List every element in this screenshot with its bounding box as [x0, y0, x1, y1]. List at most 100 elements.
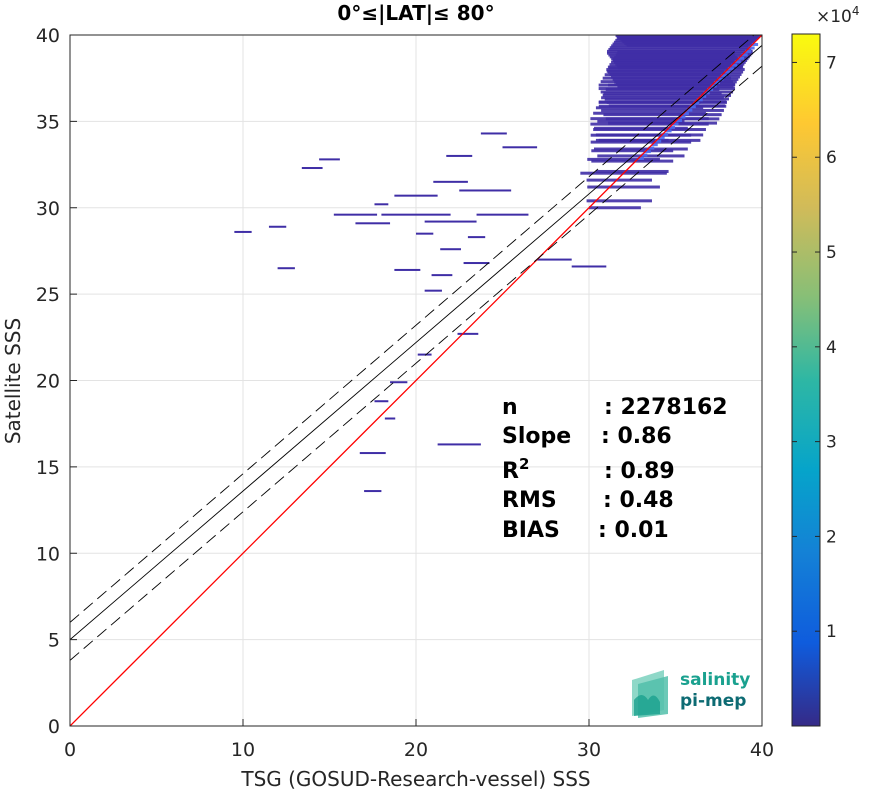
axis-ticks: 0 10 20 30 40 0 5 10 15 20 25 30 35 40: [36, 25, 774, 761]
density-band: [601, 108, 724, 112]
density-band: [618, 31, 759, 34]
y-tick-label: 25: [36, 284, 60, 306]
density-band: [617, 50, 734, 54]
density-band: [597, 119, 685, 123]
density-band: [598, 100, 701, 104]
y-tick-label: 15: [36, 457, 60, 479]
data-cell: [480, 132, 507, 135]
data-cell: [502, 146, 538, 149]
data-cell: [440, 248, 461, 251]
density-band: [595, 138, 669, 142]
density-core: [679, 115, 686, 119]
density-core: [717, 77, 724, 81]
logo-line1: salinity: [680, 670, 750, 690]
data-cell: [463, 262, 490, 265]
density-band: [617, 32, 760, 35]
salinity-pi-mep-logo: salinity pi-mep: [632, 670, 750, 718]
density-band: [595, 106, 704, 110]
logo-line2: pi-mep: [680, 691, 746, 711]
stats-box: n: 2278162 Slope: 0.86 R2: 0.89 RMS: 0.48 BI…: [502, 395, 728, 543]
data-cell: [537, 258, 572, 261]
density-band: [612, 58, 739, 62]
density-band: [614, 55, 737, 59]
density-band: [615, 53, 736, 57]
density-band: [590, 140, 692, 144]
colorbar-ticks: 1 2 3 4 5 6 7: [792, 53, 837, 642]
density-band: [591, 149, 674, 153]
density-core: [644, 150, 651, 154]
y-tick-label: 10: [36, 543, 60, 565]
density-core: [720, 74, 727, 78]
density-band: [600, 80, 734, 84]
x-tick-label: 0: [64, 739, 76, 761]
density-band: [622, 27, 755, 30]
density-core: [672, 122, 679, 126]
data-cell: [467, 236, 486, 239]
density-band: [593, 111, 706, 115]
fit-lines: [70, 35, 762, 726]
colorbar-tick-label: 2: [826, 527, 837, 547]
density-band: [615, 38, 745, 42]
lower-bound-line: [70, 65, 762, 661]
density-band: [601, 96, 724, 100]
density-band: [606, 69, 727, 73]
density-core: [731, 63, 738, 67]
colorbar-tick-label: 5: [826, 243, 837, 263]
x-tick-label: 30: [577, 739, 601, 761]
density-band: [595, 169, 669, 173]
density-core: [734, 60, 741, 64]
density-core: [665, 129, 672, 133]
colorbar-tick-label: 1: [826, 622, 837, 642]
density-band: [586, 199, 652, 203]
data-cell: [459, 189, 512, 192]
y-axis-title: Satellite SSS: [1, 318, 25, 444]
y-tick-label: 40: [36, 25, 60, 47]
data-cell: [457, 332, 479, 335]
density-band: [618, 35, 742, 39]
density-band: [598, 104, 727, 108]
density-core: [752, 43, 759, 47]
y-tick-label: 5: [48, 630, 60, 652]
density-band: [611, 60, 740, 64]
data-cell: [374, 400, 389, 403]
stat-value: : 0.89: [604, 459, 675, 484]
stat-label: BIAS: [502, 518, 560, 543]
colorbar-tick-label: 4: [826, 338, 837, 358]
density-core: [724, 70, 731, 74]
density-band: [589, 206, 641, 210]
density-band: [602, 93, 732, 97]
chart-title: 0°≤|LAT|≤ 80°: [337, 1, 494, 25]
density-core: [689, 105, 696, 109]
density-core: [696, 98, 703, 102]
density-band: [593, 126, 688, 130]
density-core: [741, 53, 748, 57]
upper-bound-line: [70, 35, 755, 623]
density-band: [605, 87, 720, 91]
data-cell: [417, 353, 432, 356]
density-core: [662, 132, 669, 136]
density-core: [651, 143, 658, 147]
stat-value: : 0.01: [598, 518, 669, 543]
density-band: [587, 185, 660, 189]
density-band: [604, 73, 730, 77]
y-tick-label: 35: [36, 111, 60, 133]
waves-icon: [632, 670, 668, 718]
data-cell: [571, 265, 607, 268]
data-cell: [268, 225, 287, 228]
density-core: [641, 153, 648, 157]
density-band: [609, 63, 742, 67]
x-tick-label: 20: [404, 739, 428, 761]
density-band: [625, 24, 751, 27]
density-band: [624, 25, 752, 28]
density-band: [613, 40, 746, 44]
data-cell: [394, 268, 421, 271]
density-core: [745, 49, 752, 53]
density-band: [600, 90, 734, 94]
data-cell: [234, 230, 252, 233]
density-core: [748, 46, 755, 50]
x-axis-title: TSG (GOSUD-Research-vessel) SSS: [240, 767, 590, 791]
density-core: [669, 125, 676, 129]
data-cell: [424, 289, 442, 292]
data-cell: [319, 158, 340, 161]
